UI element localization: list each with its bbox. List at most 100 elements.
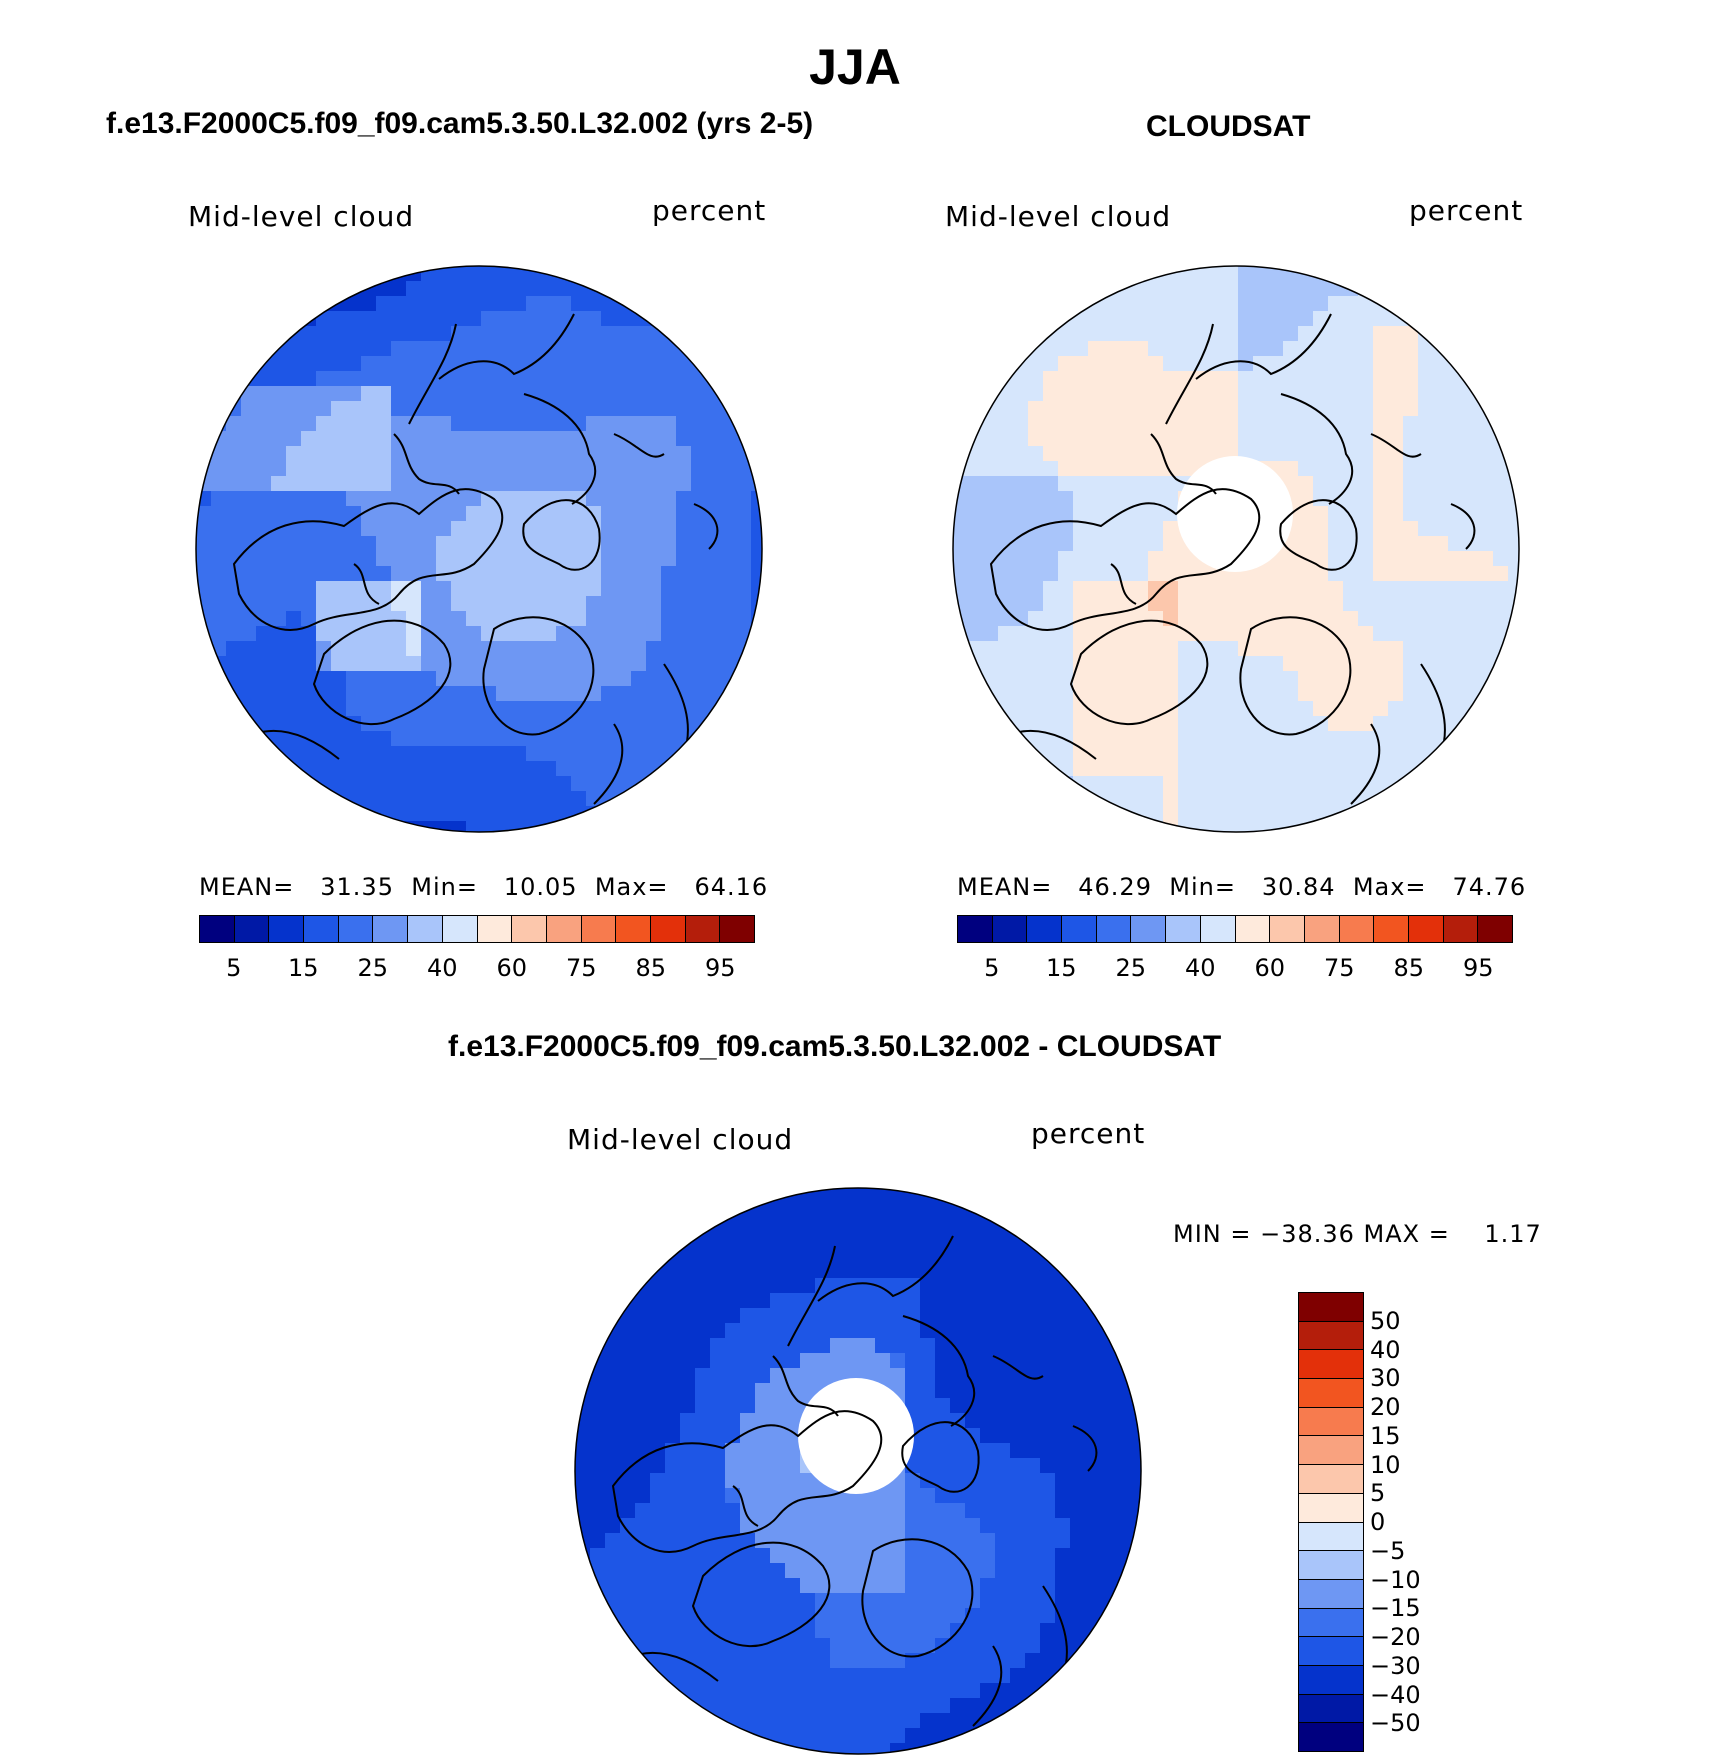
colorbar-tick-label: 20	[1370, 1393, 1401, 1421]
colorbar-swatch	[442, 916, 478, 942]
map-boundary	[952, 265, 1520, 833]
panel2-colorbar	[957, 915, 1513, 943]
colorbar-tick-label: −30	[1370, 1651, 1421, 1680]
colorbar-swatch	[338, 916, 374, 942]
colorbar-tick-label: 15	[1045, 954, 1077, 982]
panel1-mean-value: 31.35	[320, 873, 394, 901]
coastline	[992, 1355, 1098, 1472]
colorbar-swatch	[1299, 1293, 1363, 1322]
colorbar-swatch	[408, 916, 443, 942]
colorbar-tick-label: 5	[984, 954, 1000, 982]
colorbar-tick-label: 85	[1393, 954, 1425, 982]
panel3-stats: MIN = −38.36 MAX = 1.17	[1173, 1220, 1542, 1248]
panel1-stats: MEAN= 31.35 Min= 10.05 Max= 64.16	[199, 873, 768, 901]
figure-title: JJA	[809, 39, 901, 95]
colorbar-swatch	[1299, 1350, 1363, 1380]
panel1-min-value: 10.05	[503, 873, 578, 901]
panel1-mean-label: MEAN=	[199, 873, 295, 901]
colorbar-swatch	[1304, 916, 1340, 942]
colorbar-tick-label: 95	[704, 954, 736, 982]
colorbar-tick-label: −15	[1370, 1594, 1421, 1623]
colorbar-tick-label: 95	[1462, 954, 1494, 982]
coastline	[901, 1421, 980, 1493]
colorbar-swatch	[1408, 916, 1444, 942]
colorbar-swatch	[1374, 916, 1409, 942]
coastline	[408, 313, 597, 505]
panel2-max-value: 74.76	[1452, 873, 1527, 901]
colorbar-swatch	[1299, 1522, 1363, 1552]
coastline	[691, 1541, 831, 1647]
colorbar-tick-label: 15	[287, 954, 319, 982]
coastline	[482, 616, 595, 736]
panel1-max-label: Max=	[594, 873, 669, 901]
coastline	[732, 1355, 839, 1527]
colorbar-swatch	[304, 916, 339, 942]
colorbar-swatch	[1096, 916, 1132, 942]
colorbar-swatch	[269, 916, 305, 942]
panel1-colorbar	[199, 915, 755, 943]
map-boundary	[574, 1187, 1142, 1755]
panel2-max-label: Max=	[1352, 873, 1427, 901]
colorbar-swatch	[1478, 916, 1512, 942]
panel3-title: f.e13.F2000C5.f09_f09.cam5.3.50.L32.002 …	[448, 1030, 1222, 1063]
panel2-polar-map	[952, 265, 1520, 833]
coastline	[613, 433, 719, 550]
colorbar-swatch	[1299, 1665, 1363, 1695]
colorbar-tick-label: −50	[1370, 1709, 1421, 1738]
colorbar-swatch	[1299, 1551, 1363, 1580]
panel1-units-label: percent	[652, 194, 767, 227]
colorbar-tick-label: 0	[1370, 1508, 1386, 1536]
colorbar-swatch	[1027, 916, 1063, 942]
panel1-min-label: Min=	[411, 873, 478, 901]
colorbar-swatch	[650, 916, 686, 942]
colorbar-swatch	[616, 916, 651, 942]
colorbar-swatch	[1299, 1637, 1363, 1666]
colorbar-swatch	[1235, 916, 1271, 942]
colorbar-tick-label: 30	[1370, 1364, 1401, 1393]
colorbar-swatch	[1299, 1379, 1363, 1408]
panel2-mean-label: MEAN=	[957, 873, 1053, 901]
panel1-max-value: 64.16	[694, 873, 769, 901]
panel2-stats: MEAN= 46.29 Min= 30.84 Max= 74.76	[957, 873, 1526, 901]
colorbar-swatch	[1299, 1407, 1363, 1437]
colorbar-tick-label: 40	[1370, 1335, 1401, 1364]
colorbar-swatch	[685, 916, 721, 942]
panel3-units-label: percent	[1031, 1117, 1146, 1150]
panel3-polar-map	[574, 1187, 1142, 1755]
coastline	[232, 488, 504, 631]
coastline	[1370, 433, 1476, 550]
coastline	[611, 1410, 883, 1553]
panel2-min-value: 30.84	[1261, 873, 1336, 901]
panel1-variable-label: Mid-level cloud	[188, 200, 415, 233]
panel2-title: CLOUDSAT	[1146, 110, 1311, 143]
colorbar-swatch	[1299, 1723, 1363, 1751]
colorbar-tick-label: 50	[1370, 1306, 1401, 1335]
colorbar-tick-label: 60	[1254, 954, 1286, 982]
colorbar-swatch	[1131, 916, 1167, 942]
colorbar-tick-label: 15	[1370, 1421, 1401, 1450]
map-field	[953, 266, 1519, 832]
colorbar-swatch	[992, 916, 1028, 942]
colorbar-swatch	[1443, 916, 1479, 942]
colorbar-tick-label: −5	[1370, 1536, 1406, 1565]
colorbar-swatch	[1299, 1465, 1363, 1494]
colorbar-swatch	[1299, 1579, 1363, 1609]
colorbar-tick-label: 25	[1115, 954, 1147, 982]
colorbar-tick-label: 25	[357, 954, 389, 982]
colorbar-tick-label: 85	[635, 954, 667, 982]
colorbar-tick-label: −20	[1370, 1623, 1421, 1651]
colorbar-swatch	[512, 916, 547, 942]
colorbar-tick-label: 60	[496, 954, 528, 982]
colorbar-swatch	[958, 916, 993, 942]
missing-data-region	[798, 1378, 914, 1494]
colorbar-swatch	[1200, 916, 1236, 942]
colorbar-swatch	[720, 916, 754, 942]
colorbar-swatch	[1299, 1321, 1363, 1351]
coastline	[787, 1235, 976, 1427]
colorbar-swatch	[1299, 1694, 1363, 1724]
coastline	[1239, 616, 1352, 736]
panel1-polar-map	[195, 265, 763, 833]
coastline	[861, 1538, 974, 1658]
colorbar-tick-label: 40	[1184, 954, 1216, 982]
panel3-colorbar	[1298, 1292, 1364, 1752]
